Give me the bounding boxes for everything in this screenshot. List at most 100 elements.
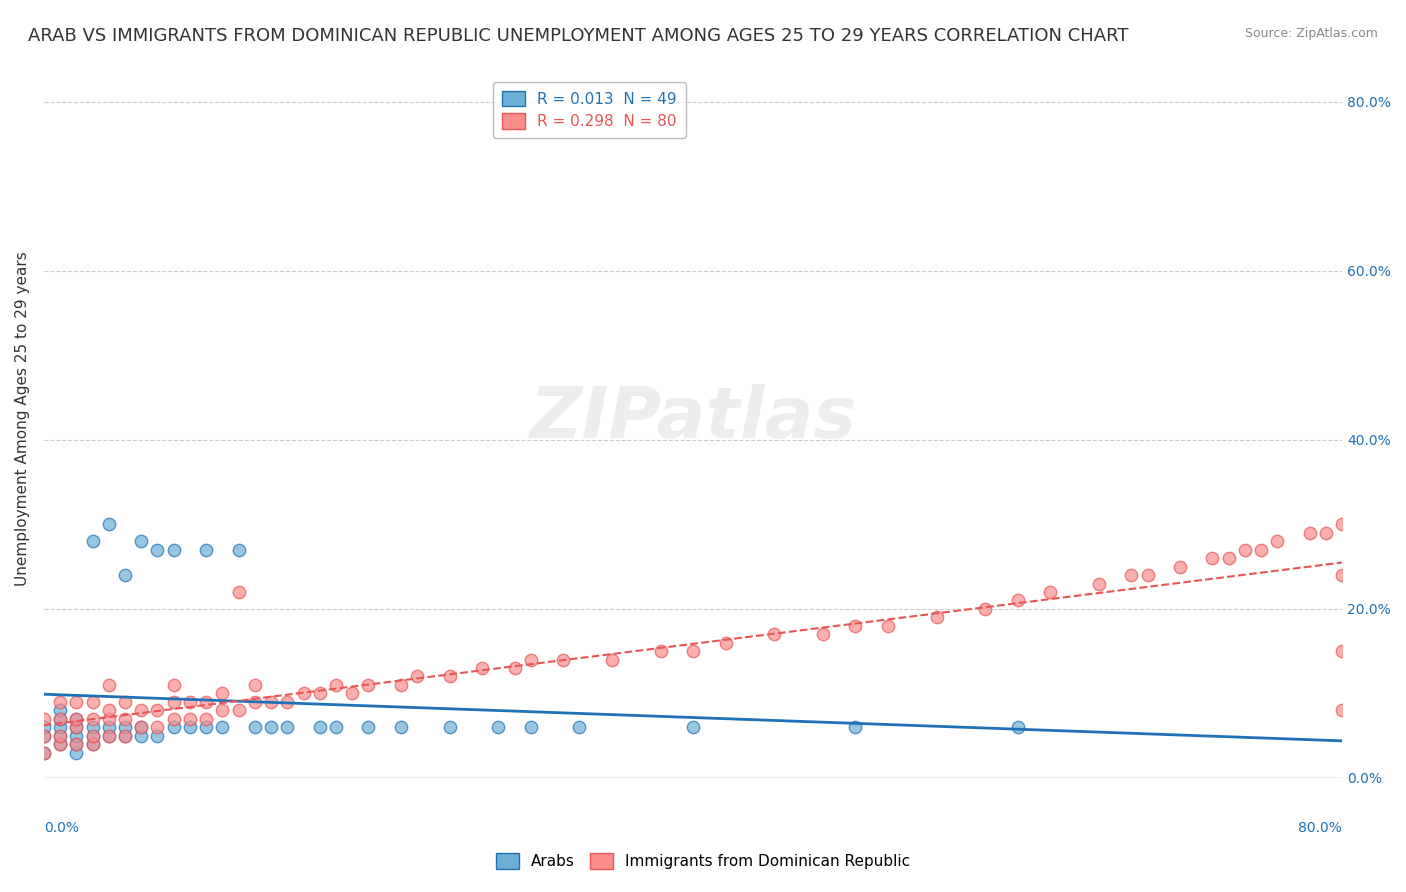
Point [49,729,72,743]
Point [714,635,737,649]
Point [65,695,87,709]
Point [97,729,120,743]
Point [260,695,283,709]
Point [82,737,104,751]
Point [260,720,283,734]
Point [1331,703,1354,717]
Point [439,720,461,734]
Point [763,627,786,641]
Point [325,720,347,734]
Point [195,720,218,734]
Point [195,712,218,726]
Point [1218,551,1240,566]
Point [243,695,266,709]
Point [520,652,543,666]
Point [146,729,169,743]
Point [49,712,72,726]
Point [179,712,201,726]
Point [65,720,87,734]
Point [342,686,364,700]
Point [553,652,575,666]
Point [146,720,169,734]
Text: 0.0%: 0.0% [44,821,79,835]
Point [195,695,218,709]
Point [925,610,948,624]
Point [228,585,250,599]
Point [49,729,72,743]
Point [357,720,380,734]
Point [844,619,866,633]
Point [1039,585,1062,599]
Point [389,720,412,734]
Point [1331,568,1354,582]
Point [49,695,72,709]
Point [1331,517,1354,532]
Point [876,619,898,633]
Point [439,669,461,683]
Point [974,602,997,616]
Point [308,686,330,700]
Legend: R = 0.013  N = 49, R = 0.298  N = 80: R = 0.013 N = 49, R = 0.298 N = 80 [492,81,686,138]
Point [129,703,152,717]
Point [82,729,104,743]
Point [357,678,380,692]
Point [1250,542,1272,557]
Y-axis label: Unemployment Among Ages 25 to 29 years: Unemployment Among Ages 25 to 29 years [15,252,30,586]
Point [49,737,72,751]
Point [1299,525,1322,540]
Point [97,703,120,717]
Point [114,712,136,726]
Point [163,712,186,726]
Point [82,737,104,751]
Point [97,729,120,743]
Text: Source: ZipAtlas.com: Source: ZipAtlas.com [1244,27,1378,40]
Point [389,678,412,692]
Point [65,712,87,726]
Point [325,678,347,692]
Point [163,678,186,692]
Point [32,720,55,734]
Point [163,542,186,557]
Point [211,720,233,734]
Point [1007,720,1029,734]
Point [163,720,186,734]
Text: 80.0%: 80.0% [1298,821,1343,835]
Point [243,678,266,692]
Point [568,720,591,734]
Point [32,746,55,760]
Legend: Arabs, Immigrants from Dominican Republic: Arabs, Immigrants from Dominican Republi… [489,847,917,875]
Point [97,712,120,726]
Point [471,661,494,675]
Point [49,720,72,734]
Point [114,568,136,582]
Point [195,542,218,557]
Point [65,746,87,760]
Point [811,627,834,641]
Point [114,720,136,734]
Point [163,695,186,709]
Point [32,746,55,760]
Point [1121,568,1143,582]
Point [682,720,704,734]
Point [129,720,152,734]
Point [503,661,526,675]
Point [32,712,55,726]
Point [228,542,250,557]
Point [276,695,298,709]
Point [308,720,330,734]
Point [65,729,87,743]
Point [1331,644,1354,658]
Point [520,720,543,734]
Point [211,686,233,700]
Point [65,712,87,726]
Point [1007,593,1029,607]
Point [844,720,866,734]
Point [65,737,87,751]
Point [49,737,72,751]
Point [49,712,72,726]
Point [682,644,704,658]
Point [486,720,509,734]
Point [1168,559,1191,574]
Point [82,720,104,734]
Point [129,729,152,743]
